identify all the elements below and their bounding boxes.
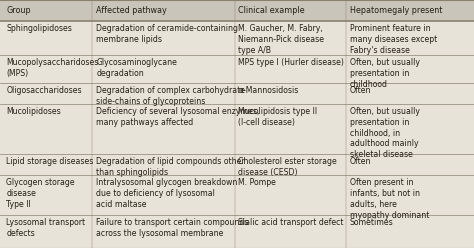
Text: Often: Often	[350, 157, 371, 166]
Text: Glycogen storage
disease
Type II: Glycogen storage disease Type II	[6, 178, 75, 209]
Text: Group: Group	[6, 6, 31, 15]
Text: Degradation of lipid compounds other
than sphingolipids: Degradation of lipid compounds other tha…	[96, 157, 245, 177]
Text: Mucopolysaccharidoses
(MPS): Mucopolysaccharidoses (MPS)	[6, 58, 99, 78]
Text: Deficiency of several lysosomal enzymes,
many pathways affected: Deficiency of several lysosomal enzymes,…	[96, 107, 260, 127]
Text: Mucolipidosis type II
(I-cell disease): Mucolipidosis type II (I-cell disease)	[238, 107, 318, 127]
Text: Often, but usually
presentation in
childhood: Often, but usually presentation in child…	[350, 58, 420, 89]
Text: Cholesterol ester storage
disease (CESD): Cholesterol ester storage disease (CESD)	[238, 157, 337, 177]
Text: M. Pompe: M. Pompe	[238, 178, 276, 187]
Text: Sialic acid transport defect: Sialic acid transport defect	[238, 218, 344, 227]
Text: Degradation of ceramide-containing
membrane lipids: Degradation of ceramide-containing membr…	[96, 24, 238, 44]
Text: Sphingolipidoses: Sphingolipidoses	[6, 24, 72, 33]
Text: Mucolipidoses: Mucolipidoses	[6, 107, 61, 116]
Text: Intralysosomal glycogen breakdown
due to deficiency of lysosomal
acid maltase: Intralysosomal glycogen breakdown due to…	[96, 178, 237, 209]
Text: Glycosaminoglycane
degradation: Glycosaminoglycane degradation	[96, 58, 177, 78]
Text: Often: Often	[350, 86, 371, 95]
Text: MPS type I (Hurler disease): MPS type I (Hurler disease)	[238, 58, 344, 67]
Text: Affected pathway: Affected pathway	[96, 6, 167, 15]
Text: Degradation of complex carbohydrate
side-chains of glycoproteins: Degradation of complex carbohydrate side…	[96, 86, 245, 106]
Text: α-Mannosidosis: α-Mannosidosis	[238, 86, 299, 95]
Text: Oligosaccharidoses: Oligosaccharidoses	[6, 86, 82, 95]
Text: Failure to transport certain compounds
across the lysosomal membrane: Failure to transport certain compounds a…	[96, 218, 249, 238]
Text: M. Gaucher, M. Fabry,
Niemann-Pick disease
type A/B: M. Gaucher, M. Fabry, Niemann-Pick disea…	[238, 24, 324, 55]
Text: Sometimes: Sometimes	[350, 218, 393, 227]
Text: Often, but usually
presentation in
childhood, in
adulthood mainly
skeletal disea: Often, but usually presentation in child…	[350, 107, 420, 159]
Text: Prominent feature in
many diseases except
Fabry's disease: Prominent feature in many diseases excep…	[350, 24, 437, 55]
Text: Lipid storage diseases: Lipid storage diseases	[6, 157, 93, 166]
Text: Lysosomal transport
defects: Lysosomal transport defects	[6, 218, 85, 238]
Text: Often present in
infants, but not in
adults, here
myopathy dominant: Often present in infants, but not in adu…	[350, 178, 429, 220]
Text: Hepatomegaly present: Hepatomegaly present	[350, 6, 442, 15]
Text: Clinical example: Clinical example	[238, 6, 305, 15]
Bar	[0, 0, 474, 21]
